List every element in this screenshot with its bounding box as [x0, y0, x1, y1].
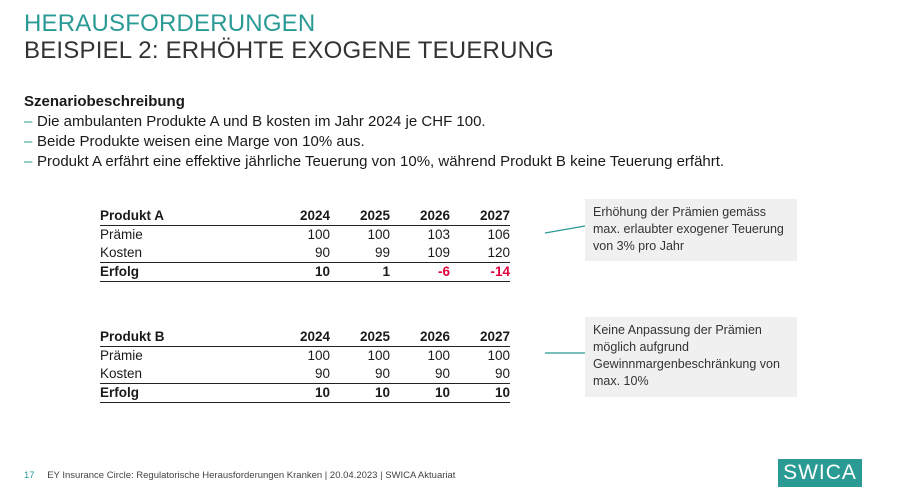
- cell-value: 100: [367, 227, 390, 242]
- row-label: Erfolg: [100, 383, 270, 403]
- scenario-bullet: – Die ambulanten Produkte A und B kosten…: [24, 112, 724, 132]
- table-row: Prämie 100 100 103 106: [100, 226, 510, 245]
- table-header-row: Produkt B 2024 2025 2026 2027: [100, 328, 510, 347]
- scenario-bullet: – Produkt A erfährt eine effektive jährl…: [24, 152, 724, 172]
- cell-value: 100: [307, 227, 330, 242]
- cell-value: 90: [434, 366, 450, 381]
- row-label: Kosten: [100, 366, 143, 381]
- table-result-row: Erfolg 10 1 -6 -14: [100, 262, 510, 282]
- cell-value: 100: [427, 348, 450, 363]
- cell-value: 90: [314, 366, 330, 381]
- page-subtitle: BEISPIEL 2: ERHÖHTE EXOGENE TEUERUNG: [24, 37, 554, 64]
- scenario-heading: Szenariobeschreibung: [24, 93, 185, 110]
- bullet-text: Beide Produkte weisen eine Marge von 10%…: [37, 133, 365, 150]
- callout-product-b: Keine Anpassung der Prämien möglich aufg…: [585, 317, 797, 397]
- bullet-text: Die ambulanten Produkte A und B kosten i…: [37, 113, 486, 130]
- year-header: 2025: [330, 207, 390, 226]
- cell-value: 120: [487, 245, 510, 260]
- year-header: 2026: [390, 328, 450, 347]
- bullet-text: Produkt A erfährt eine effektive jährlic…: [37, 153, 725, 170]
- year-header: 2025: [330, 328, 390, 347]
- footer: 17 EY Insurance Circle: Regulatorische H…: [24, 470, 455, 481]
- table-row: Prämie 100 100 100 100: [100, 347, 510, 366]
- year-header: 2024: [270, 328, 330, 347]
- table-result-row: Erfolg 10 10 10 10: [100, 383, 510, 403]
- cell-value: 10: [450, 383, 510, 403]
- table-row: Kosten 90 90 90 90: [100, 365, 510, 384]
- footer-text: EY Insurance Circle: Regulatorische Hera…: [47, 470, 456, 481]
- cell-value: 100: [367, 348, 390, 363]
- page-title: HERAUSFORDERUNGEN: [24, 10, 316, 37]
- cell-value: 90: [314, 245, 330, 260]
- row-label: Kosten: [100, 245, 143, 260]
- row-label: Prämie: [100, 348, 143, 363]
- cell-value: 1: [330, 262, 390, 282]
- cell-value: 10: [270, 383, 330, 403]
- cell-value: 90: [374, 366, 390, 381]
- table-header-row: Produkt A 2024 2025 2026 2027: [100, 207, 510, 226]
- product-name: Produkt B: [100, 328, 270, 347]
- cell-value: 10: [390, 383, 450, 403]
- year-header: 2026: [390, 207, 450, 226]
- year-header: 2024: [270, 207, 330, 226]
- table-row: Kosten 90 99 109 120: [100, 244, 510, 263]
- swica-logo: SWICA: [778, 459, 862, 487]
- product-a-table: Produkt A 2024 2025 2026 2027 Prämie 100…: [100, 207, 510, 282]
- cell-value: 99: [374, 245, 390, 260]
- cell-value: 90: [494, 366, 510, 381]
- negative-cell-value: -6: [390, 262, 450, 282]
- negative-cell-value: -14: [450, 262, 510, 282]
- cell-value: 103: [427, 227, 450, 242]
- callout-product-a: Erhöhung der Prämien gemäss max. erlaubt…: [585, 199, 797, 261]
- cell-value: 109: [427, 245, 450, 260]
- cell-value: 106: [487, 227, 510, 242]
- cell-value: 100: [307, 348, 330, 363]
- product-b-table: Produkt B 2024 2025 2026 2027 Prämie 100…: [100, 328, 510, 403]
- page-number: 17: [24, 470, 35, 481]
- cell-value: 10: [330, 383, 390, 403]
- bullet-dash: –: [24, 133, 33, 150]
- callout-connector-a: [544, 225, 586, 234]
- bullet-dash: –: [24, 153, 33, 170]
- bullet-dash: –: [24, 113, 33, 130]
- year-header: 2027: [450, 207, 510, 226]
- cell-value: 100: [487, 348, 510, 363]
- product-name: Produkt A: [100, 207, 270, 226]
- row-label: Erfolg: [100, 262, 270, 282]
- row-label: Prämie: [100, 227, 143, 242]
- year-header: 2027: [450, 328, 510, 347]
- scenario-description: Szenariobeschreibung – Die ambulanten Pr…: [24, 92, 724, 172]
- scenario-bullet: – Beide Produkte weisen eine Marge von 1…: [24, 132, 724, 152]
- cell-value: 10: [270, 262, 330, 282]
